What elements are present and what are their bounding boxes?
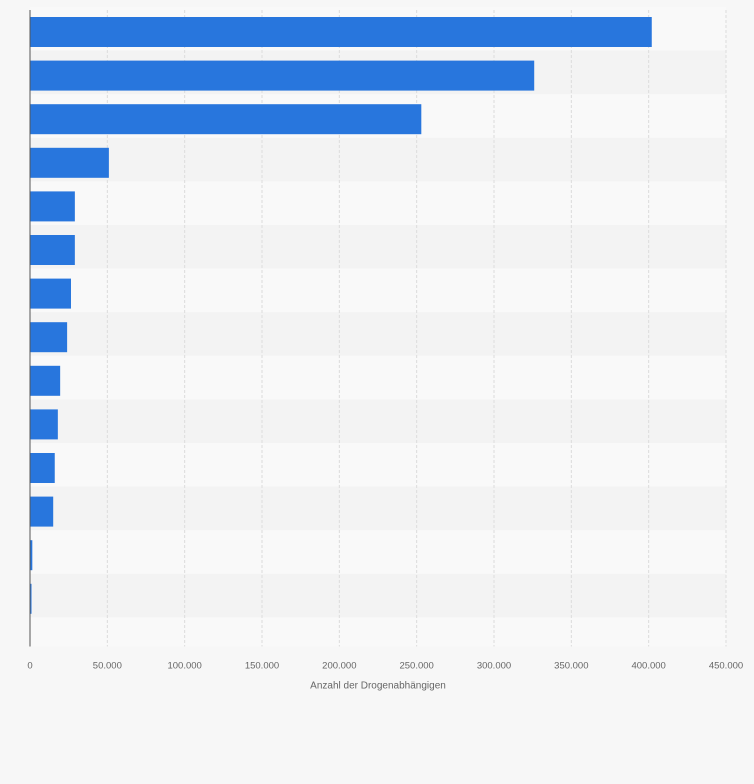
row-band [30,137,726,182]
x-tick-label: 100.000 [167,661,201,672]
row-band [30,617,726,647]
row-band [30,355,726,400]
bar-4 [30,147,109,178]
row-band [30,225,726,269]
x-tick-label: 400.000 [631,661,665,672]
x-tick-label: 0 [27,661,32,672]
row-band [30,486,726,531]
x-tick-label: 150.000 [245,661,279,672]
bar-3 [30,104,422,135]
row-band [30,312,726,356]
x-tick-label: 450.000 [709,661,743,672]
x-tick-label: 300.000 [477,661,511,672]
x-tick-labels: 0 50.000 100.000 150.000 200.000 250.000 300.0… [27,661,743,672]
x-tick-label: 200.000 [322,661,356,672]
bar-8 [30,322,68,353]
bar-13 [30,540,33,571]
row-band [30,530,726,574]
bar-1 [30,17,652,47]
x-tick-label: 350.000 [554,661,588,672]
bar-10 [30,409,58,440]
bar-2 [30,60,535,91]
row-band [30,399,726,443]
bars [30,17,652,614]
bar-5 [30,191,75,222]
row-band [30,268,726,313]
row-band [30,573,726,618]
bar-14 [30,583,32,614]
x-tick-label: 50.000 [93,661,122,672]
bar-7 [30,278,71,309]
row-bands [30,7,726,647]
x-tick-label: 250.000 [399,661,433,672]
bar-6 [30,235,75,265]
bar-9 [30,365,61,396]
bar-11 [30,453,55,483]
bar-12 [30,496,54,527]
row-band [30,181,726,225]
x-axis-label: Anzahl der Drogenabhängigen [310,681,446,692]
row-band [30,443,726,487]
